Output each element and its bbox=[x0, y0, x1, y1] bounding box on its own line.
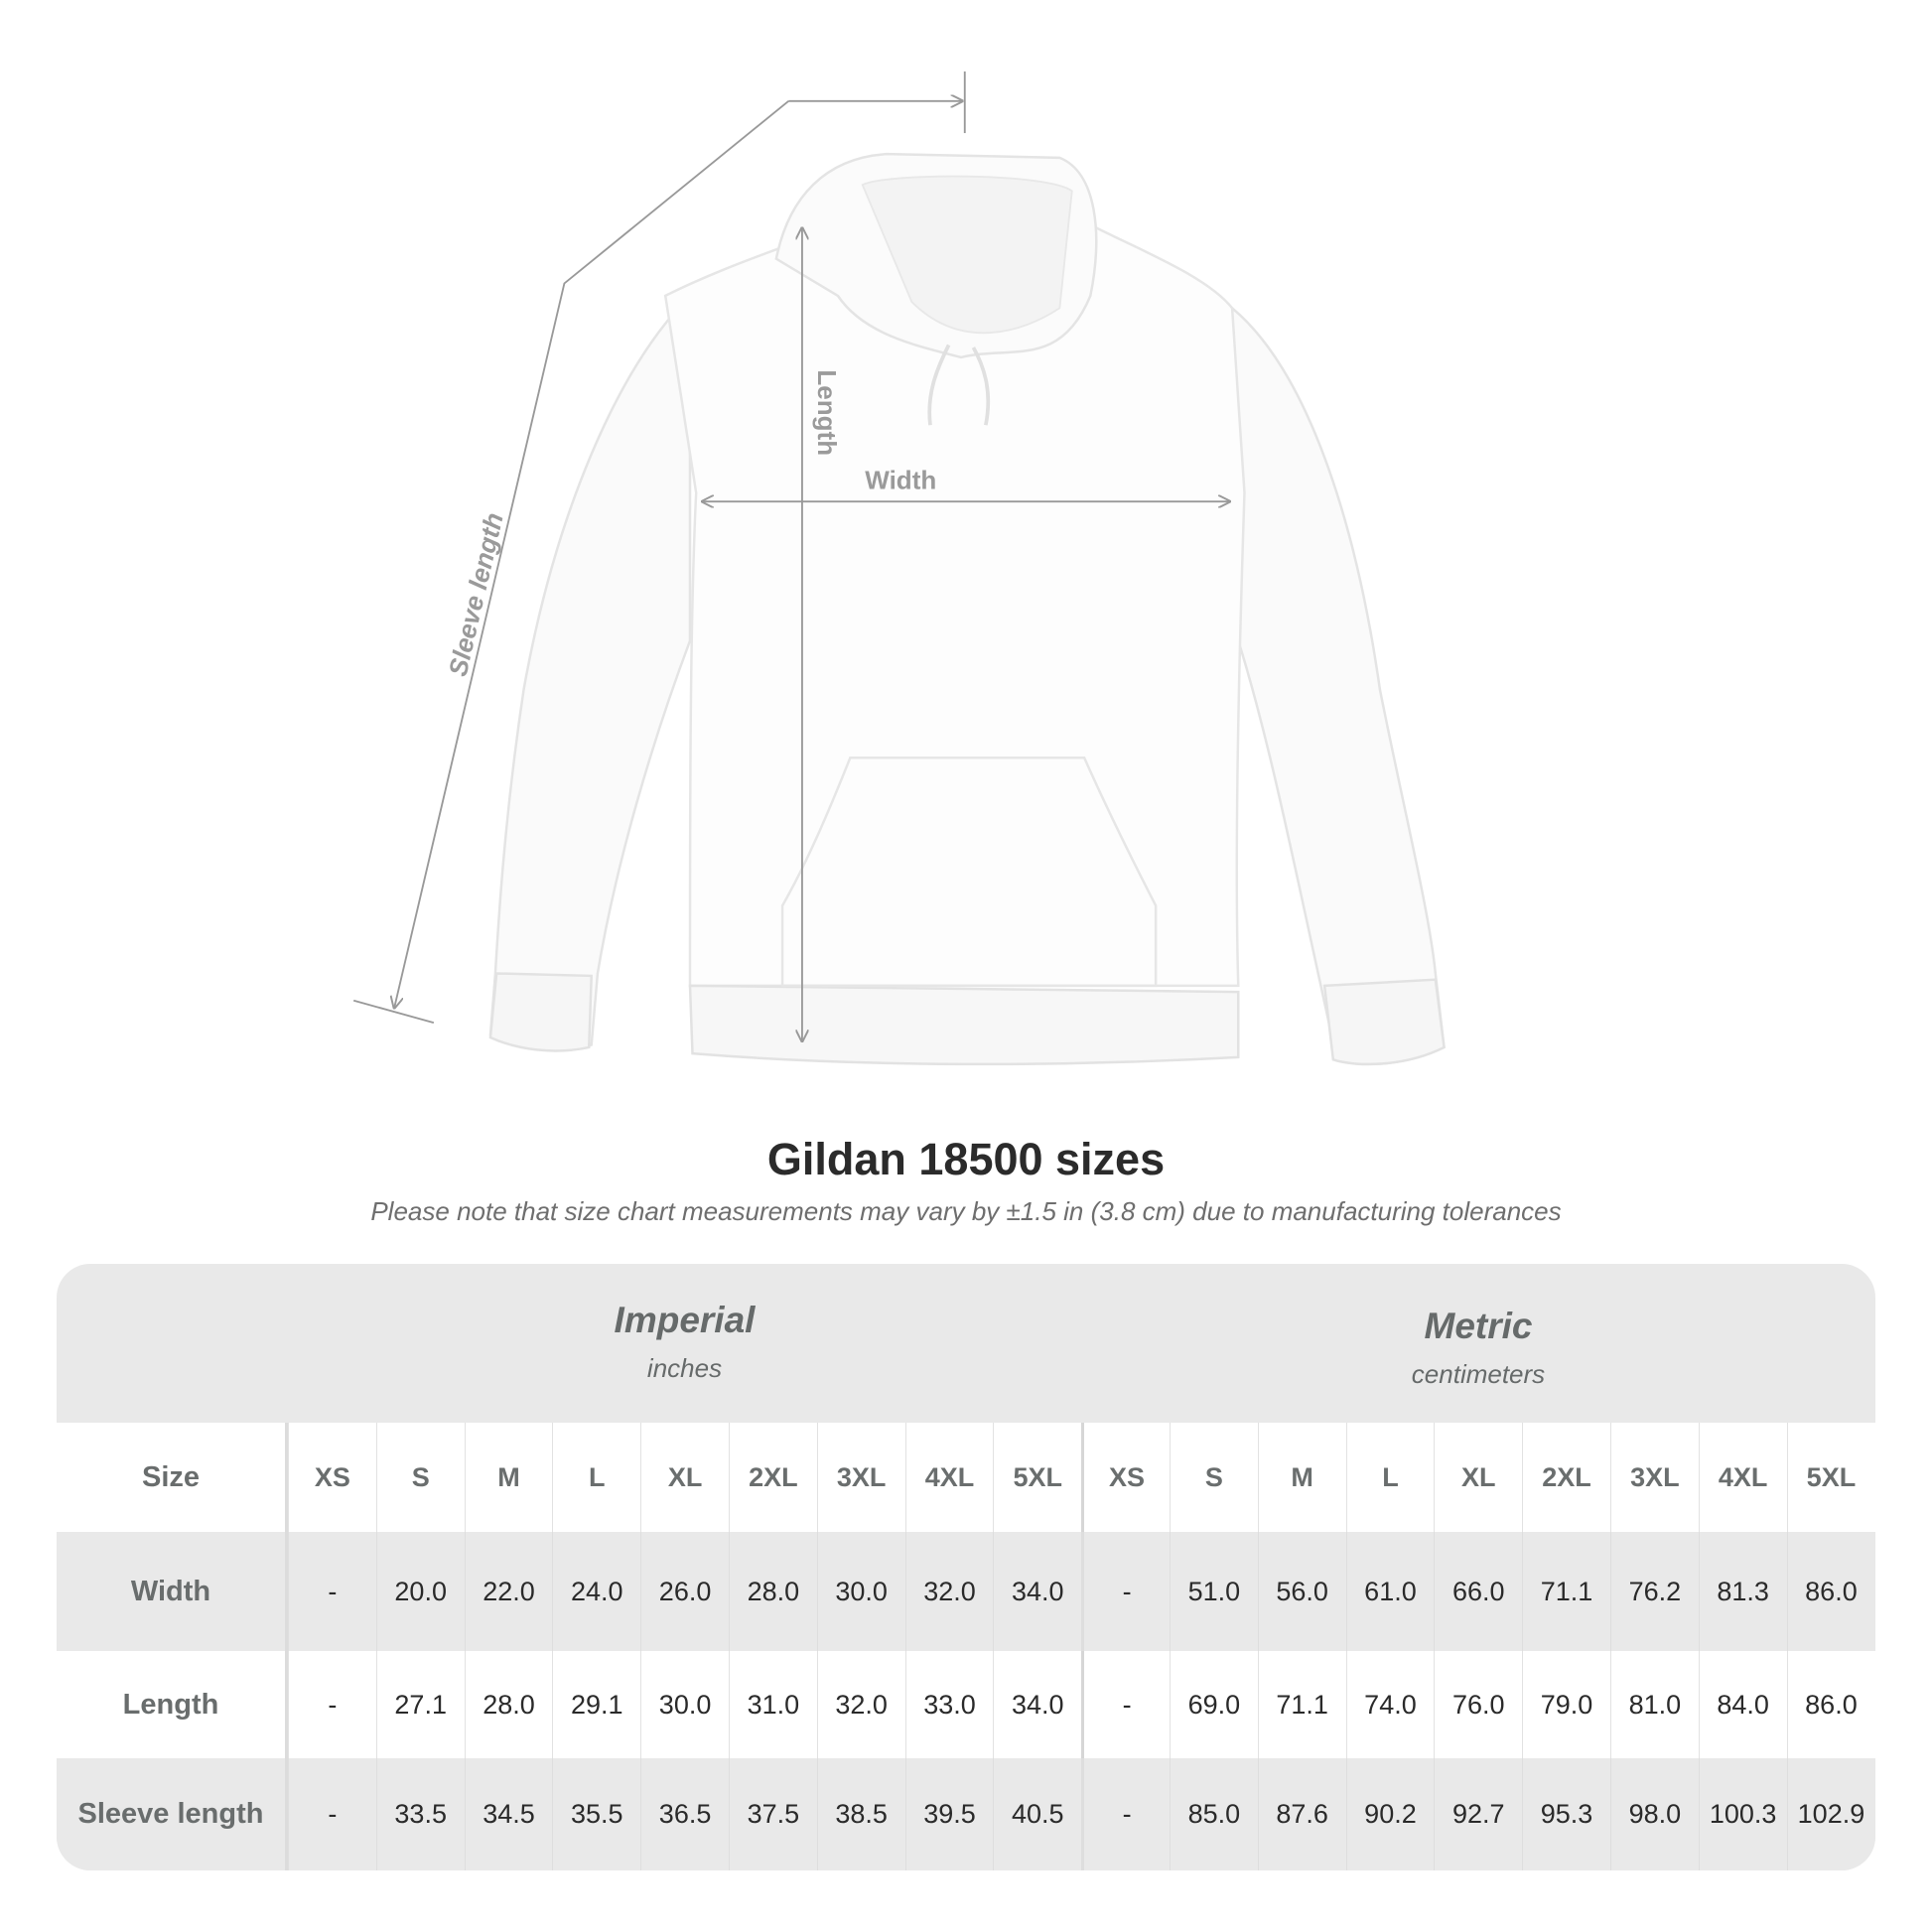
size-table: Imperial inches Metric centimeters Size X… bbox=[57, 1264, 1875, 1870]
size-header-imperial: L bbox=[552, 1423, 640, 1532]
table-row: Width -20.0 22.0 24.0 26.0 28.0 30.0 32.0 34.0-5… bbox=[57, 1532, 1875, 1651]
table-cell-metric: 85.0 bbox=[1169, 1758, 1258, 1870]
table-cell-imperial: 35.5 bbox=[552, 1758, 640, 1870]
size-header-imperial: 2XL bbox=[728, 1423, 817, 1532]
table-cell-imperial: 28.0 bbox=[728, 1532, 817, 1651]
table-cell-metric: 86.0 bbox=[1786, 1532, 1875, 1651]
table-cell-imperial: 36.5 bbox=[640, 1758, 729, 1870]
table-cell-metric: 87.6 bbox=[1257, 1758, 1346, 1870]
sleeve-length-label: Sleeve length bbox=[443, 510, 509, 679]
table-cell-imperial: 20.0 bbox=[375, 1532, 465, 1651]
table-cell-imperial: 34.0 bbox=[993, 1651, 1081, 1758]
table-cell-imperial: 37.5 bbox=[728, 1758, 817, 1870]
width-measure: Width bbox=[702, 466, 1229, 501]
table-cell-metric: 102.9 bbox=[1786, 1758, 1875, 1870]
size-header-metric: L bbox=[1345, 1423, 1435, 1532]
table-cell-imperial: 40.5 bbox=[993, 1758, 1081, 1870]
table-cell-metric: 92.7 bbox=[1434, 1758, 1522, 1870]
table-cell-metric: 79.0 bbox=[1522, 1651, 1610, 1758]
table-cell-metric: 74.0 bbox=[1345, 1651, 1435, 1758]
table-cell-imperial: 34.0 bbox=[993, 1532, 1081, 1651]
size-header-metric: 2XL bbox=[1522, 1423, 1610, 1532]
size-header-metric: 4XL bbox=[1698, 1423, 1787, 1532]
table-cell-imperial: - bbox=[288, 1758, 376, 1870]
metric-header: Metric centimeters bbox=[1081, 1264, 1875, 1429]
size-header-imperial: 5XL bbox=[993, 1423, 1081, 1532]
size-header-metric: XS bbox=[1081, 1423, 1170, 1532]
table-cell-imperial: 29.1 bbox=[552, 1651, 640, 1758]
table-cell-metric: 76.0 bbox=[1434, 1651, 1522, 1758]
row-label: Length bbox=[57, 1651, 288, 1758]
size-header-metric: M bbox=[1257, 1423, 1346, 1532]
tolerance-note: Please note that size chart measurements… bbox=[370, 1196, 1562, 1226]
table-cell-imperial: 32.0 bbox=[904, 1532, 994, 1651]
table-cell-imperial: - bbox=[288, 1532, 376, 1651]
table-cell-metric: 84.0 bbox=[1698, 1651, 1787, 1758]
table-cell-imperial: 27.1 bbox=[375, 1651, 465, 1758]
width-label: Width bbox=[865, 466, 936, 495]
table-cell-metric: 69.0 bbox=[1169, 1651, 1258, 1758]
table-cell-metric: - bbox=[1081, 1532, 1170, 1651]
table-cell-metric: 81.3 bbox=[1698, 1532, 1787, 1651]
table-cell-imperial: 22.0 bbox=[464, 1532, 553, 1651]
table-cell-imperial: 39.5 bbox=[904, 1758, 994, 1870]
size-header-imperial: XL bbox=[640, 1423, 729, 1532]
table-cell-imperial: 26.0 bbox=[640, 1532, 729, 1651]
size-header-label: Size bbox=[57, 1423, 288, 1532]
table-cell-metric: - bbox=[1081, 1651, 1170, 1758]
table-cell-metric: 76.2 bbox=[1609, 1532, 1699, 1651]
table-cell-metric: 95.3 bbox=[1522, 1758, 1610, 1870]
size-header-metric: 5XL bbox=[1786, 1423, 1875, 1532]
table-cell-metric: 61.0 bbox=[1345, 1532, 1435, 1651]
metric-label: Metric bbox=[1424, 1306, 1533, 1346]
table-row: Sleeve length -33.5 34.5 35.5 36.5 37.5 38.5 39… bbox=[57, 1758, 1875, 1870]
table-cell-metric: 90.2 bbox=[1345, 1758, 1435, 1870]
size-header-imperial: M bbox=[464, 1423, 553, 1532]
row-label: Width bbox=[57, 1532, 288, 1651]
table-cell-imperial: 32.0 bbox=[816, 1651, 905, 1758]
table-cell-imperial: 30.0 bbox=[816, 1532, 905, 1651]
table-cell-metric: 100.3 bbox=[1698, 1758, 1787, 1870]
table-cell-imperial: - bbox=[288, 1651, 376, 1758]
size-row: Size XS S M L XL 2XL 3XL 4XL 5XL XS S M L XL 2XL 3XL 4XL 5… bbox=[57, 1423, 1875, 1532]
size-header-metric: XL bbox=[1434, 1423, 1522, 1532]
table-cell-imperial: 31.0 bbox=[728, 1651, 817, 1758]
table-cell-imperial: 34.5 bbox=[464, 1758, 553, 1870]
size-header-imperial: 4XL bbox=[904, 1423, 994, 1532]
table-cell-imperial: 33.5 bbox=[375, 1758, 465, 1870]
table-cell-imperial: 28.0 bbox=[464, 1651, 553, 1758]
imperial-header: Imperial inches bbox=[288, 1264, 1081, 1423]
hoodie-image bbox=[488, 152, 1446, 1066]
table-cell-metric: 71.1 bbox=[1522, 1532, 1610, 1651]
length-measure: Length bbox=[802, 228, 842, 1041]
page-title: Gildan 18500 sizes bbox=[766, 1134, 1166, 1184]
table-cell-imperial: 30.0 bbox=[640, 1651, 729, 1758]
table-cell-metric: 81.0 bbox=[1609, 1651, 1699, 1758]
size-header-imperial: S bbox=[375, 1423, 465, 1532]
row-label: Sleeve length bbox=[57, 1758, 288, 1870]
table-cell-imperial: 24.0 bbox=[552, 1532, 640, 1651]
size-header-imperial: 3XL bbox=[816, 1423, 905, 1532]
table-cell-metric: 56.0 bbox=[1257, 1532, 1346, 1651]
size-header-metric: S bbox=[1169, 1423, 1258, 1532]
size-header-metric: 3XL bbox=[1609, 1423, 1699, 1532]
table-cell-imperial: 33.0 bbox=[904, 1651, 994, 1758]
table-cell-metric: 86.0 bbox=[1786, 1651, 1875, 1758]
metric-unit: centimeters bbox=[1411, 1359, 1546, 1389]
table-cell-imperial: 38.5 bbox=[816, 1758, 905, 1870]
imperial-unit: inches bbox=[646, 1353, 723, 1383]
table-cell-metric: 66.0 bbox=[1434, 1532, 1522, 1651]
length-label: Length bbox=[812, 369, 842, 456]
table-cell-metric: - bbox=[1081, 1758, 1170, 1870]
table-row: Length -27.1 28.0 29.1 30.0 31.0 32.0 33.0 34.0-… bbox=[57, 1651, 1875, 1758]
table-cell-metric: 71.1 bbox=[1257, 1651, 1346, 1758]
size-header-imperial: XS bbox=[288, 1423, 376, 1532]
hoodie-measurement-diagram: Sleeve length Length Width bbox=[352, 70, 1446, 1066]
table-cell-metric: 98.0 bbox=[1609, 1758, 1699, 1870]
table-cell-metric: 51.0 bbox=[1169, 1532, 1258, 1651]
imperial-label: Imperial bbox=[614, 1300, 756, 1340]
